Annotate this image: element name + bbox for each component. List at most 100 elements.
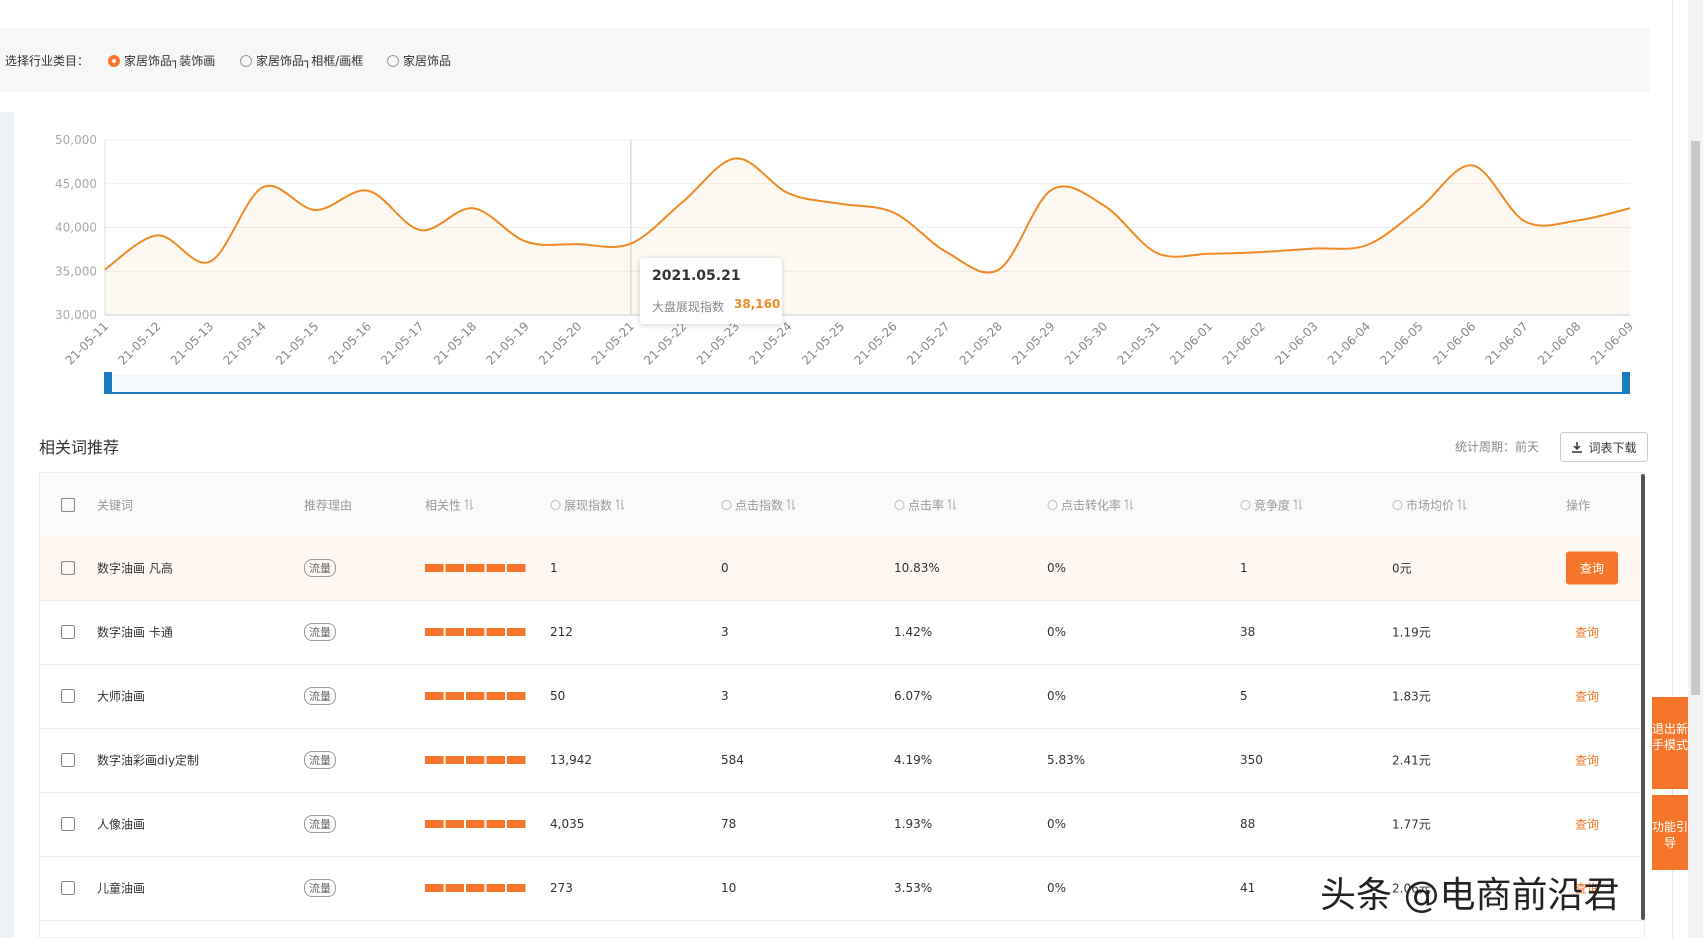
relevance-segment (507, 564, 526, 572)
section-title: 相关词推荐 (39, 438, 120, 457)
filter-label: 选择行业类目： (5, 54, 90, 68)
cell-text: 1.19元 (1392, 625, 1431, 640)
reason-tag: 流量 (304, 879, 336, 897)
download-icon (1572, 442, 1583, 453)
x-tick-label: 21-05-13 (168, 319, 216, 367)
x-tick-label: 21-06-09 (1588, 319, 1636, 367)
cell-text: 2.41元 (1392, 753, 1431, 768)
x-tick-label: 21-05-21 (589, 319, 637, 367)
cell-text: 0% (1047, 881, 1067, 895)
checkbox[interactable] (61, 625, 75, 639)
radio (240, 54, 252, 67)
help-icon (1240, 499, 1251, 510)
x-tick-label: 21-06-03 (1272, 319, 1320, 367)
table-row: 数字油彩画diy定制 流量 13,942 584 4.19% 5.83% 350 2.41元 查… (40, 728, 1644, 793)
cell-text: 1.83元 (1392, 689, 1431, 704)
cell-text: 3 (721, 689, 729, 703)
header-label: 展现指数 (564, 498, 613, 512)
table-row: 数字油画 凡高 流量 1 0 10.83% 0% 1 0元 查询 (40, 536, 1644, 601)
option-label: 家居饰品 (403, 54, 452, 68)
checkbox[interactable] (61, 881, 75, 895)
checkbox[interactable] (61, 817, 75, 831)
relevance-segment (466, 628, 485, 636)
y-tick-label: 45,000 (55, 177, 97, 191)
scroll-thumb[interactable] (1691, 141, 1700, 695)
x-tick-label: 21-06-01 (1167, 319, 1215, 367)
relevance-segment (445, 564, 464, 572)
relevance-segment (425, 692, 444, 700)
download-button[interactable]: 词表下载 (1560, 432, 1648, 462)
reason-tag: 流量 (304, 815, 336, 833)
header-cell: 相关性 (425, 496, 474, 513)
sort-icon[interactable] (1457, 499, 1467, 511)
query-button[interactable]: 查询 (1575, 881, 1600, 896)
sort-icon[interactable] (1124, 499, 1134, 511)
sort-icon[interactable] (1293, 499, 1303, 511)
query-button[interactable]: 查询 (1575, 625, 1600, 640)
filter-bar: 选择行业类目： 家居饰品┐装饰画 家居饰品┐相框/画框 家居饰品 (0, 28, 1650, 92)
relevance-bar (425, 756, 526, 764)
table-row: 大师油画 流量 50 3 6.07% 0% 5 1.83元 查询 (40, 664, 1644, 729)
cell-text: 5 (1240, 689, 1248, 703)
radio (108, 54, 120, 67)
zoom-slider[interactable] (108, 375, 1626, 392)
query-button[interactable]: 查询 (1575, 689, 1600, 704)
filter-option[interactable]: 家居饰品 (387, 52, 451, 69)
download-label: 词表下载 (1588, 440, 1637, 455)
cell-text: 3 (721, 625, 729, 639)
checkbox[interactable] (61, 689, 75, 703)
header-label: 相关性 (425, 498, 462, 512)
zoom-handle[interactable] (1622, 372, 1630, 394)
relevance-segment (486, 756, 505, 764)
checkbox[interactable] (61, 753, 75, 767)
cell-text: 10 (721, 881, 737, 895)
relevance-segment (466, 884, 485, 892)
y-tick-label: 40,000 (55, 221, 97, 235)
query-button[interactable]: 查询 (1575, 817, 1600, 832)
header-label: 点击指数 (735, 498, 784, 512)
header-cell: 点击转化率 (1047, 496, 1134, 513)
sort-icon[interactable] (786, 499, 796, 511)
x-tick-label: 21-05-24 (746, 319, 794, 367)
cell-text: 儿童油画 (97, 881, 146, 896)
filter-option[interactable]: 家居饰品┐相框/画框 (240, 52, 363, 69)
relevance-segment (486, 564, 505, 572)
zoom-handle[interactable] (104, 372, 112, 394)
x-tick-label: 21-05-27 (904, 319, 952, 367)
side-button[interactable]: 功能引导 (1652, 795, 1688, 870)
help-circle (1047, 499, 1058, 510)
table-row: 数字油画 卡通 流量 212 3 1.42% 0% 38 1.19元 查询 (40, 600, 1644, 665)
checkbox[interactable] (61, 561, 75, 575)
table-row: 人像油画 流量 4,035 78 1.93% 0% 88 1.77元 查询 (40, 792, 1644, 857)
sort-icon[interactable] (464, 499, 474, 511)
cell-text: 50 (550, 689, 566, 703)
header-cell: 竞争度 (1240, 496, 1303, 513)
sort-arrows (1124, 499, 1134, 510)
query-button[interactable]: 查询 (1575, 753, 1600, 768)
x-tick-label: 21-05-30 (1062, 319, 1110, 367)
x-tick-label: 21-05-16 (326, 319, 374, 367)
cell-text: 350 (1240, 753, 1263, 767)
sort-arrows (786, 499, 796, 510)
reason-tag: 流量 (304, 687, 336, 705)
checkbox[interactable] (61, 497, 75, 512)
query-button[interactable]: 查询 (1566, 551, 1619, 585)
cell-text: 1.42% (894, 625, 933, 639)
relevance-segment (507, 628, 526, 636)
filter-option[interactable]: 家居饰品┐装饰画 (108, 52, 215, 69)
x-tick-label: 21-06-02 (1220, 319, 1268, 367)
sort-arrows (1293, 499, 1303, 510)
table-scrollbar[interactable] (1641, 474, 1645, 920)
cell-text: 212 (550, 625, 573, 639)
cell-text: 0% (1047, 625, 1067, 639)
reason-tag: 流量 (304, 623, 336, 641)
area (105, 158, 1630, 315)
cell-text: 数字油画 卡通 (97, 625, 173, 640)
side-button[interactable]: 退出新手模式 (1652, 697, 1688, 789)
tooltip-title: 2021.05.21 (652, 268, 741, 284)
sort-icon[interactable] (615, 499, 625, 511)
relevance-bar (425, 884, 526, 892)
header-cell: 点击率 (894, 496, 957, 513)
sort-icon[interactable] (947, 499, 957, 511)
